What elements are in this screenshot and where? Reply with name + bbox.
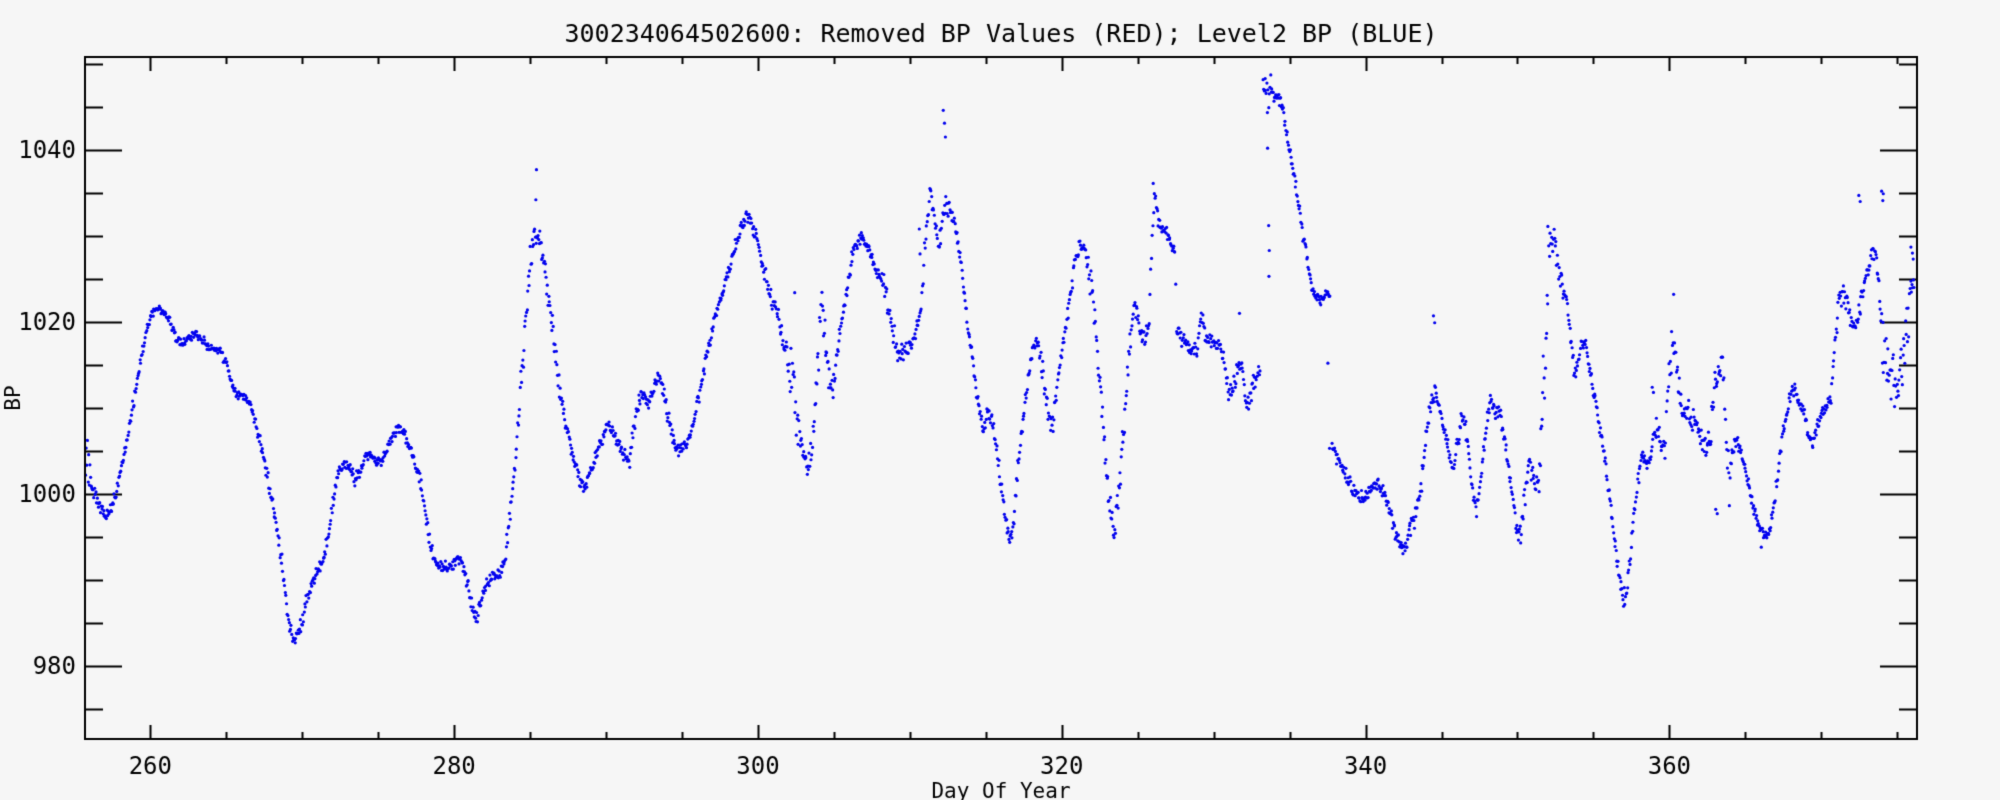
bp-scatter-plot-canvas <box>0 0 2000 800</box>
plot-figure: 300234064502600: Removed BP Values (RED)… <box>0 0 2000 800</box>
